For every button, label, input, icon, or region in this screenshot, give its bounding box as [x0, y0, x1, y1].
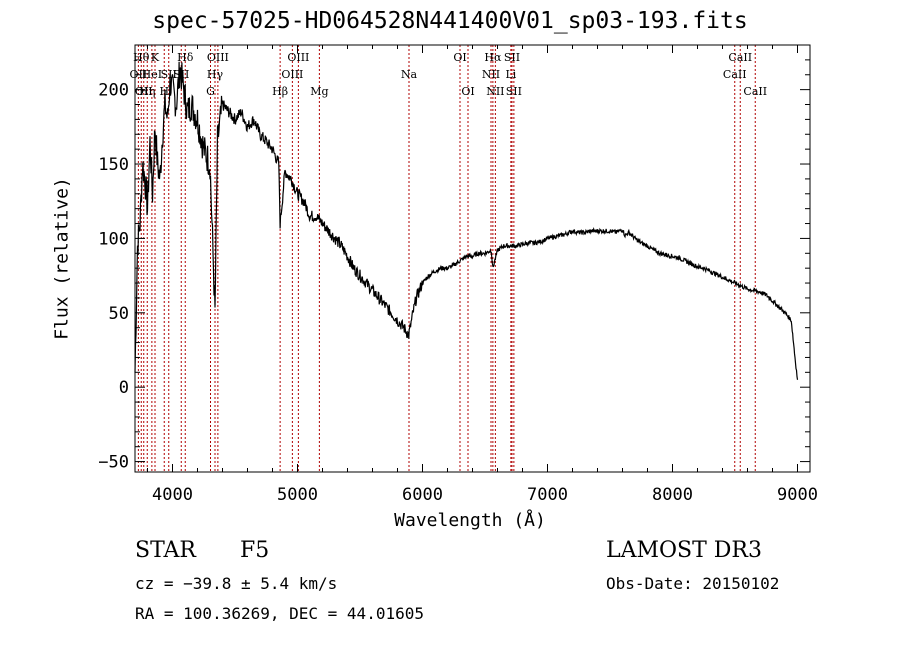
spectral-line-label: SII — [173, 68, 189, 81]
spectral-line-label: SII — [504, 51, 520, 64]
y-tick-label: 0 — [119, 378, 129, 398]
spectral-line-label: Hα — [484, 51, 502, 64]
x-tick-label: 8000 — [652, 485, 693, 505]
spectral-line-label: CaII — [723, 68, 747, 81]
spectral-line-label: OII — [135, 85, 153, 98]
x-tick-label: 7000 — [527, 485, 568, 505]
spectral-line-label: NII — [486, 85, 504, 98]
object-class: STAR — [135, 538, 196, 563]
y-tick-label: 150 — [98, 155, 129, 175]
x-tick-label: 9000 — [777, 485, 818, 505]
spectrum-line — [134, 61, 799, 380]
spectral-line-label: Hη — [139, 85, 155, 98]
spectral-line-label: NII — [482, 68, 500, 81]
spectral-line-label: Mg — [310, 85, 328, 98]
spectral-line-label: Hδ — [177, 51, 194, 64]
spectral-line-label: OI — [461, 85, 474, 98]
x-tick-label: 4000 — [152, 485, 193, 505]
line-markers — [137, 45, 756, 472]
spectral-line-label: OIII — [207, 51, 229, 64]
spectral-line-label: H — [159, 85, 169, 98]
y-tick-label: −50 — [98, 453, 129, 473]
spectral-line-label: HeI — [142, 68, 162, 81]
spectral-line-label: Hγ — [207, 68, 224, 81]
y-tick-label: 100 — [98, 229, 129, 249]
spectral-line-label: Li — [505, 68, 516, 81]
survey-name: LAMOST DR3 — [606, 538, 762, 563]
spectral-line-label: SII — [506, 85, 522, 98]
redshift-text: cz = −39.8 ± 5.4 km/s — [135, 574, 338, 593]
spectral-line-label: CaII — [743, 85, 767, 98]
coordinates: RA = 100.36269, DEC = 44.01605 — [135, 604, 424, 623]
spectral-line-label: G — [206, 85, 215, 98]
y-tick-label: 50 — [109, 304, 129, 324]
line-labels: HθOIIOIIHηHeIKHSIISIIHδGHγOIIIHβOIIIOIII… — [130, 51, 768, 98]
y-axis-label: Flux (relative) — [51, 177, 73, 340]
spectral-line-label: Hβ — [272, 85, 288, 98]
obs-date: Obs-Date: 20150102 — [606, 574, 780, 593]
spectral-line-label: OI — [453, 51, 466, 64]
axis-ticks: 4000 5000 6000 7000 8000 9000 −50 0 50 100 150 200 — [98, 45, 818, 505]
spectral-line-label: K — [151, 51, 160, 64]
chart-title: spec-57025-HD064528N441400V01_sp03-193.f… — [152, 8, 748, 34]
spectral-line-label: Hθ — [133, 51, 150, 64]
subclass: F5 — [240, 538, 270, 563]
spectral-line-label: OIII — [281, 68, 303, 81]
spectral-line-label: Na — [401, 68, 418, 81]
y-tick-label: 200 — [98, 81, 129, 101]
x-tick-label: 5000 — [277, 485, 318, 505]
x-tick-label: 6000 — [402, 485, 443, 505]
spectral-line-label: CaII — [728, 51, 752, 64]
spectral-line-label: OII — [130, 68, 148, 81]
x-axis-label: Wavelength (Å) — [394, 510, 546, 531]
spectral-line-label: OIII — [287, 51, 309, 64]
spectral-line-label: SII — [161, 68, 177, 81]
